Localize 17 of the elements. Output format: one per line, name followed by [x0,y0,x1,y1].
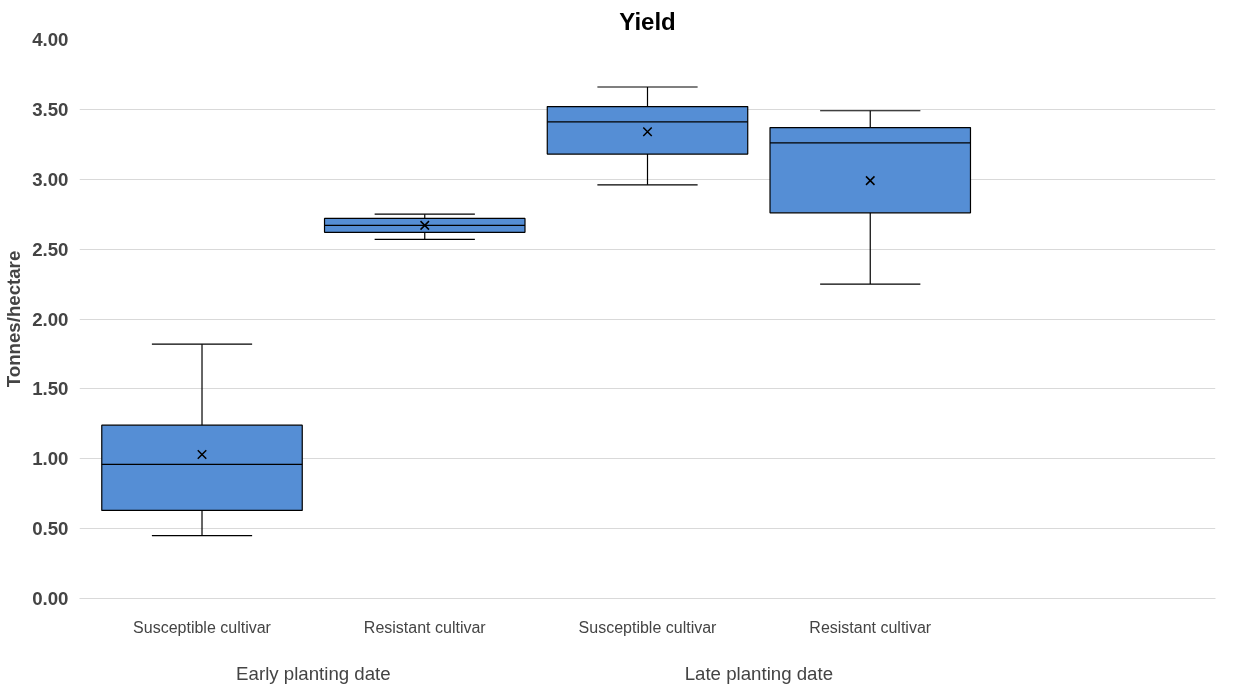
y-tick-label: 1.00 [32,448,69,470]
y-tick-label: 2.50 [32,238,69,260]
text: Early planting date [236,662,391,684]
y-tick-label: 1.50 [32,378,69,400]
y-tick-label: 0.50 [32,518,69,540]
x-tick-label: Resistant cultivar [809,618,932,636]
y-tick-label: 3.50 [32,98,69,120]
y-tick-label: 2.00 [32,308,69,330]
y-tick-label: 4.00 [32,29,69,50]
x-tick-label: Resistant cultivar [363,618,487,636]
y-tick-label: 3.00 [32,168,69,190]
y-axis-title: Tonnes/hectare [3,250,25,388]
chart-title: Yield [619,7,676,35]
x-tick-label: Susceptible cultivar [133,618,272,636]
y-tick-label: 0.00 [32,588,69,609]
text: Late planting date [684,662,834,684]
x-tick-label: Susceptible cultivar [578,618,718,636]
